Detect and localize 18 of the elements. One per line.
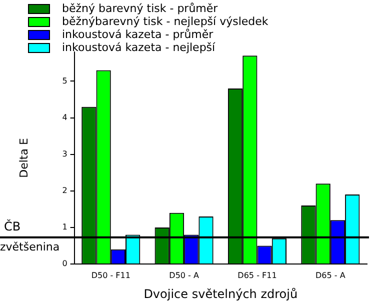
legend-label: inkoustová kazeta - průměr <box>62 28 214 41</box>
y-axis-title: Delta E <box>17 138 30 178</box>
legend-label: běžnýbarevný tisk - nejlepší výsledek <box>62 15 268 28</box>
x-axis-title: Dvojice světelných zdrojů <box>144 286 298 301</box>
x-tick-label: D65 - F11 <box>238 270 277 280</box>
y-tick-label: 5 <box>62 76 68 86</box>
y-tick-label: 2 <box>62 186 68 195</box>
x-tick-label: D50 - A <box>169 270 200 280</box>
y-tick-label: 4 <box>62 112 68 122</box>
ref-line-label: ČB <box>4 218 21 234</box>
y-tick-label: 0 <box>62 259 68 268</box>
x-tick-label: D65 - A <box>316 270 346 280</box>
x-tick-label: D50 - F11 <box>91 270 130 280</box>
legend-label: inkoustová kazeta - nejlepší <box>62 41 216 54</box>
y-tick-label: 3 <box>62 149 68 158</box>
y-tick-label: 1 <box>62 222 68 232</box>
annotation: zvětšenina <box>0 240 60 254</box>
legend-label: běžný barevný tisk - průměr <box>62 2 218 15</box>
